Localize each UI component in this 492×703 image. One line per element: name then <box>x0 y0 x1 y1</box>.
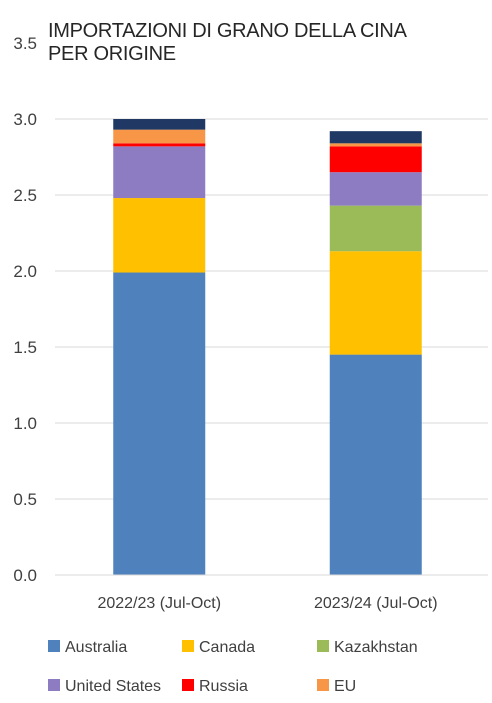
legend-label: United States <box>65 678 161 695</box>
y-tick-label: 1.5 <box>13 338 37 357</box>
y-axis-ticks: 0.0 0.5 1.0 1.5 2.0 2.5 3.0 3.5 <box>13 34 37 585</box>
legend-label: EU <box>334 678 356 695</box>
y-tick-label: 2.5 <box>13 186 37 205</box>
bar-segment <box>329 131 422 144</box>
legend-swatch <box>317 679 329 691</box>
bar-segment <box>329 146 422 173</box>
legend-swatch <box>317 640 329 652</box>
legend: Australia Canada Kazakhstan United States Ru… <box>48 639 418 695</box>
y-tick-label: 0.5 <box>13 490 37 509</box>
bar-segment <box>113 146 206 199</box>
bar-segment <box>329 251 422 355</box>
x-category-label: 2023/24 (Jul-Oct) <box>314 595 438 612</box>
legend-label: Canada <box>199 639 255 656</box>
y-tick-label: 3.5 <box>13 34 37 53</box>
bar-segment <box>113 272 206 575</box>
x-axis-labels: 2022/23 (Jul-Oct) 2023/24 (Jul-Oct) <box>97 595 437 612</box>
bar-segment <box>329 354 422 575</box>
bar-segment <box>113 119 206 130</box>
y-tick-label: 3.0 <box>13 110 37 129</box>
chart-title-line-1: IMPORTAZIONI DI GRANO DELLA CINA <box>48 20 408 42</box>
x-category-label: 2022/23 (Jul-Oct) <box>97 595 221 612</box>
bar-segment <box>113 129 206 144</box>
legend-swatch <box>182 640 194 652</box>
bar-segment <box>329 172 422 206</box>
bars <box>113 119 422 575</box>
legend-label: Australia <box>65 639 127 656</box>
legend-swatch <box>48 640 60 652</box>
bar-segment <box>113 198 206 273</box>
legend-label: Kazakhstan <box>334 639 418 656</box>
legend-swatch <box>48 679 60 691</box>
y-tick-label: 0.0 <box>13 566 37 585</box>
y-tick-label: 2.0 <box>13 262 37 281</box>
bar-segment <box>329 205 422 252</box>
y-tick-label: 1.0 <box>13 414 37 433</box>
legend-label: Russia <box>199 678 248 695</box>
chart-title-line-2: PER ORIGINE <box>48 43 176 65</box>
legend-swatch <box>182 679 194 691</box>
bar-segment <box>113 143 206 147</box>
bar-segment <box>329 143 422 147</box>
chart-title: IMPORTAZIONI DI GRANO DELLA CINA PER ORI… <box>48 20 408 65</box>
